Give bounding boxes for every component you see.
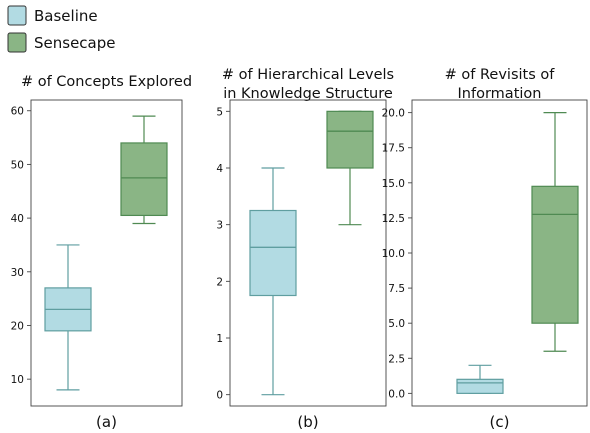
y-tick-label: 3	[216, 220, 223, 232]
panel-title: # of Concepts Explored	[21, 74, 192, 90]
panel-title: # of Hierarchical Levels	[222, 67, 394, 83]
y-tick-label: 5.0	[388, 318, 405, 330]
panel-label: (a)	[96, 413, 117, 431]
y-tick-label: 10	[11, 374, 24, 386]
y-tick-label: 17.5	[382, 143, 405, 155]
legend-swatch	[7, 5, 27, 26]
legend-item-baseline: Baseline	[7, 5, 98, 26]
panel-label: (b)	[297, 413, 318, 431]
panel-title: in Knowledge Structure	[223, 86, 393, 102]
panel-title: Information	[458, 86, 542, 102]
plot-frame	[30, 99, 183, 407]
y-tick-label: 15.0	[382, 178, 405, 190]
legend: Baseline Sensecape	[7, 5, 116, 53]
legend-label: Sensecape	[34, 34, 116, 52]
panel-label: (c)	[490, 413, 510, 431]
box-baseline	[249, 167, 297, 396]
box-sensecape	[326, 110, 374, 226]
y-tick-label: 20	[11, 320, 24, 332]
y-tick-label: 2	[216, 276, 223, 288]
y-tick-label: 0	[216, 390, 223, 402]
y-tick-label: 30	[11, 267, 24, 279]
iqr-box	[120, 142, 168, 217]
y-tick-label: 60	[11, 106, 24, 118]
legend-label: Baseline	[34, 7, 98, 25]
panel-b: # of Hierarchical Levels in Knowledge Str…	[216, 67, 394, 431]
y-tick-label: 40	[11, 213, 24, 225]
box-sensecape	[120, 115, 168, 225]
y-tick-label: 0.0	[388, 388, 405, 400]
panel-title: # of Revisits of	[445, 67, 556, 83]
y-tick-label: 50	[11, 159, 24, 171]
plot-frame	[229, 99, 387, 407]
y-tick-label: 4	[216, 163, 223, 175]
y-tick-label: 12.5	[382, 213, 405, 225]
legend-swatch	[7, 32, 27, 53]
iqr-box	[326, 110, 374, 169]
box-baseline	[44, 244, 92, 391]
y-tick-label: 1	[216, 333, 223, 345]
legend-item-sensecape: Sensecape	[7, 32, 116, 53]
y-tick-label: 5	[216, 106, 223, 118]
y-tick-label: 2.5	[388, 353, 405, 365]
iqr-box	[531, 185, 579, 324]
box-sensecape	[531, 112, 579, 352]
iqr-box	[456, 378, 504, 394]
panel-c: # of Revisits of Information 0.0 2.5 5.0 7.5 1…	[382, 67, 588, 431]
y-tick-label: 20.0	[382, 108, 405, 120]
y-tick-label: 7.5	[388, 283, 405, 295]
y-tick-label: 10.0	[382, 248, 405, 260]
box-baseline	[456, 364, 504, 394]
panel-a: # of Concepts Explored 10 20 30 40 50 60 (a)	[11, 74, 192, 431]
iqr-box	[249, 209, 297, 297]
